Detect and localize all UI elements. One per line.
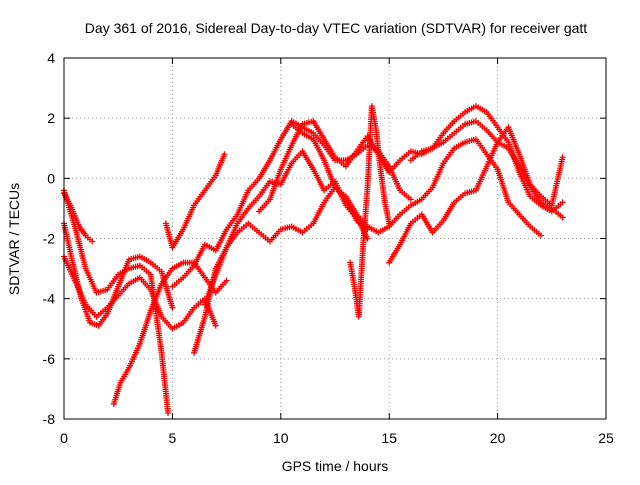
series-pass-m xyxy=(386,124,566,266)
series-pass-i xyxy=(201,136,544,308)
tick-layer: 0 5 10 15 20 25 -8 -6 -4 -2 0 2 4 xyxy=(43,50,614,446)
x-tick-label: 20 xyxy=(490,430,506,446)
plot-frame xyxy=(63,57,607,420)
grid-layer xyxy=(64,58,606,419)
y-axis-label: SDTVAR / TECUs xyxy=(6,183,22,295)
series-pass-k xyxy=(288,121,371,233)
data-layer xyxy=(61,103,566,416)
data-point xyxy=(559,214,566,221)
y-tick-label: -2 xyxy=(43,231,56,247)
data-point xyxy=(223,277,230,284)
y-tick-label: 2 xyxy=(47,110,55,126)
x-tick-label: 10 xyxy=(273,430,289,446)
data-point xyxy=(407,196,414,203)
x-tick-label: 25 xyxy=(598,430,614,446)
data-point xyxy=(386,220,393,227)
x-tick-label: 0 xyxy=(60,430,68,446)
data-point xyxy=(559,199,566,206)
x-axis-label: GPS time / hours xyxy=(282,458,389,474)
x-tick-label: 5 xyxy=(169,430,177,446)
chart-title: Day 361 of 2016, Sidereal Day-to-day VTE… xyxy=(85,20,588,36)
y-tick-label: -4 xyxy=(43,291,56,307)
data-point xyxy=(169,304,176,311)
series-pass-n xyxy=(407,118,566,221)
data-point xyxy=(559,154,566,161)
data-point xyxy=(537,232,544,239)
series-pass-h xyxy=(191,148,371,356)
y-tick-label: 4 xyxy=(47,50,55,66)
data-point xyxy=(221,151,228,158)
series-pass-f xyxy=(162,151,228,251)
y-tick-label: -8 xyxy=(43,411,56,427)
data-point xyxy=(89,238,96,245)
x-tick-label: 15 xyxy=(381,430,397,446)
series-pass-l xyxy=(347,103,393,320)
data-point xyxy=(165,409,172,416)
data-point xyxy=(212,322,219,329)
y-tick-label: 0 xyxy=(47,170,55,186)
y-tick-label: -6 xyxy=(43,351,56,367)
